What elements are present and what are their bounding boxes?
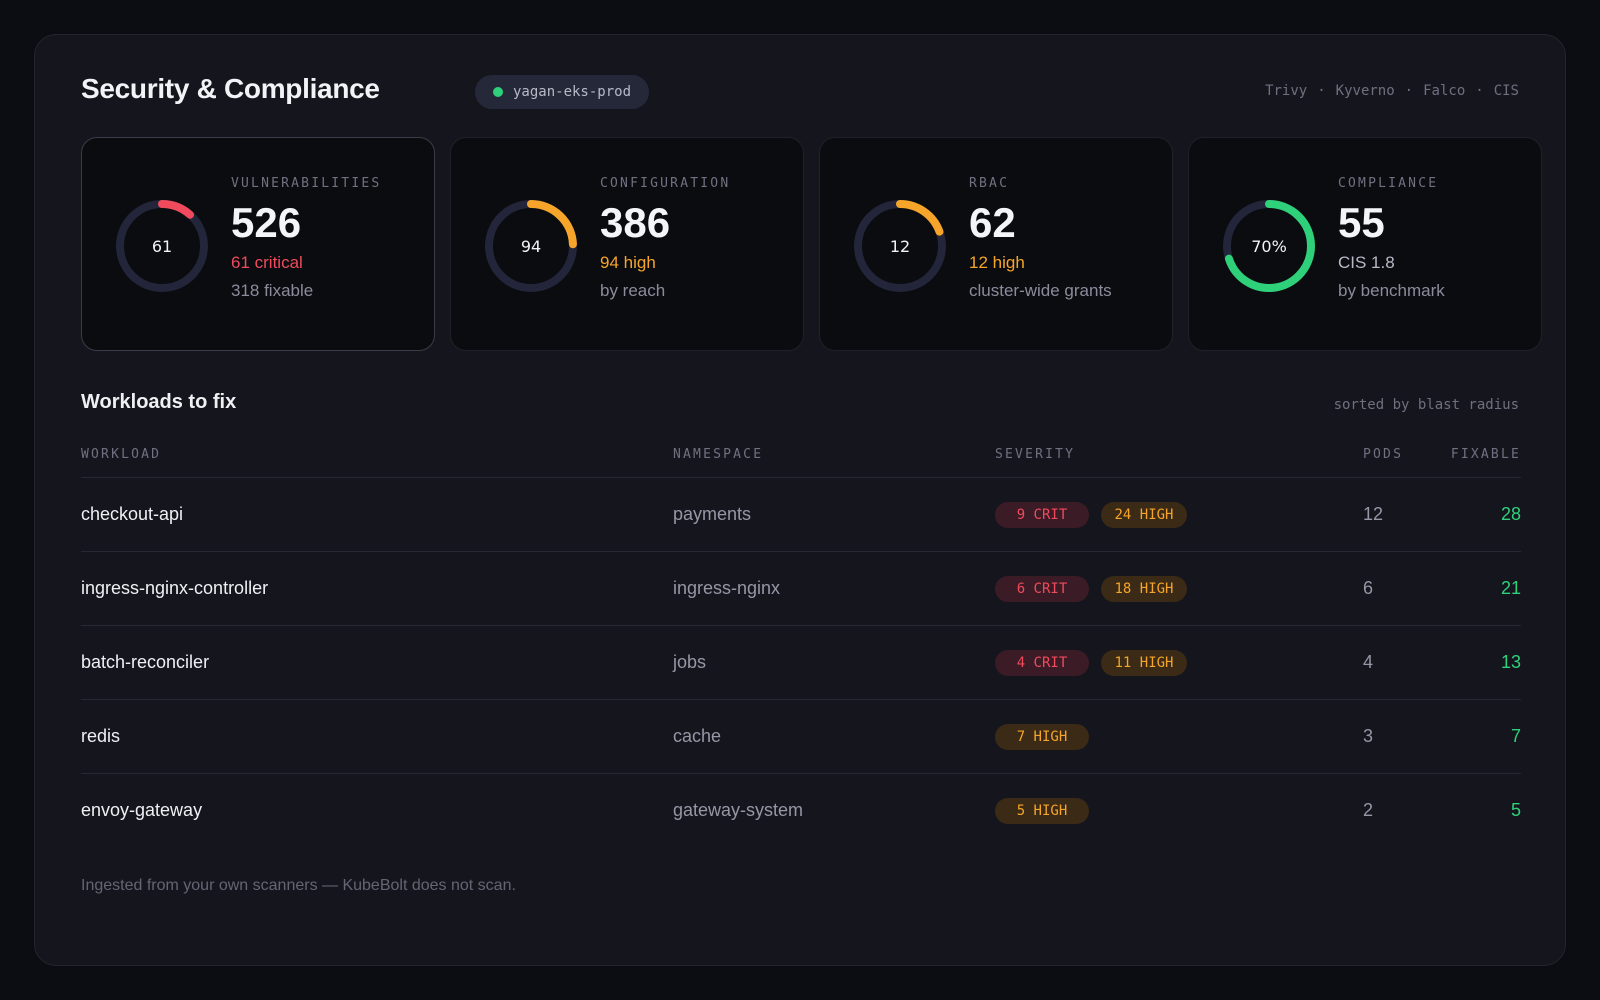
card-secondary-stat: 318 fixable	[231, 281, 314, 300]
workload-name: ingress-nginx-controller	[81, 578, 269, 598]
table-row[interactable]: batch-reconciler jobs 4 CRIT 11 HIGH 4 1…	[81, 626, 1521, 700]
high-badge: 24 HIGH	[1101, 501, 1187, 528]
scanner-falco: Falco	[1423, 83, 1466, 99]
table-row[interactable]: envoy-gateway gateway-system 5 HIGH 2 5	[81, 774, 1521, 847]
card-primary-stat: 12 high	[969, 253, 1025, 272]
fixable-count: 28	[1500, 504, 1521, 524]
namespace: gateway-system	[673, 800, 804, 820]
header: Security & Compliance yagan-eks-prod Tri…	[81, 73, 1519, 113]
pod-count: 2	[1363, 800, 1374, 820]
workload-name: envoy-gateway	[81, 800, 203, 820]
column-header-fixable[interactable]: FIXABLE	[1450, 447, 1521, 462]
fixable-count: 7	[1510, 726, 1521, 746]
card-value: 55	[1338, 199, 1385, 246]
column-header-pods[interactable]: PODS	[1363, 447, 1404, 462]
namespace: payments	[673, 504, 752, 524]
donut-chart: 61	[112, 196, 212, 296]
card-secondary-stat: by benchmark	[1338, 281, 1445, 300]
table-header: WORKLOAD NAMESPACE SEVERITY PODS FIXABLE	[81, 437, 1521, 478]
fixable-count: 13	[1500, 652, 1521, 672]
donut-chart: 12	[850, 196, 950, 296]
separator-dot: ·	[1475, 83, 1484, 99]
card-value: 62	[969, 199, 1016, 246]
card-label: CONFIGURATION	[600, 176, 731, 191]
sort-note[interactable]: sorted by blast radius	[1333, 397, 1519, 413]
table-row[interactable]: ingress-nginx-controller ingress-nginx 6…	[81, 552, 1521, 626]
card-primary-stat: CIS 1.8	[1338, 253, 1395, 272]
status-dot-icon	[493, 87, 503, 97]
namespace: jobs	[673, 652, 707, 672]
column-header-severity[interactable]: SEVERITY	[995, 447, 1076, 462]
summary-cards: 61 VULNERABILITIES 526 61 critical 318 f…	[81, 137, 1565, 351]
donut-center-value: 70%	[1251, 236, 1287, 256]
card-primary-stat: 61 critical	[231, 253, 303, 272]
scanner-kyverno: Kyverno	[1335, 83, 1395, 99]
workload-name: redis	[81, 726, 121, 746]
critical-badge: 4 CRIT	[995, 649, 1089, 676]
column-header-namespace[interactable]: NAMESPACE	[673, 447, 764, 462]
card-secondary-stat: by reach	[600, 281, 666, 300]
card-secondary-stat: cluster-wide grants	[969, 281, 1112, 300]
fixable-count: 5	[1510, 800, 1521, 820]
separator-dot: ·	[1317, 83, 1326, 99]
footer-note: Ingested from your own scanners — KubeBo…	[81, 877, 516, 894]
card-label: VULNERABILITIES	[231, 176, 382, 191]
high-badge: 5 HIGH	[995, 797, 1089, 824]
card-rbac[interactable]: 12 RBAC 62 12 high cluster-wide grants	[819, 137, 1173, 351]
column-header-workload[interactable]: WORKLOAD	[81, 447, 162, 462]
cluster-name: yagan-eks-prod	[513, 84, 632, 100]
page-title: Security & Compliance	[81, 73, 380, 104]
pod-count: 6	[1363, 578, 1374, 598]
card-vulnerabilities[interactable]: 61 VULNERABILITIES 526 61 critical 318 f…	[81, 137, 435, 351]
severity-badges: 9 CRIT 24 HIGH	[995, 478, 1187, 551]
security-panel: Security & Compliance yagan-eks-prod Tri…	[34, 34, 1566, 966]
donut-center-value: 94	[520, 236, 542, 256]
scanner-trivy: Trivy	[1265, 83, 1308, 99]
critical-badge: 9 CRIT	[995, 501, 1089, 528]
high-badge: 18 HIGH	[1101, 575, 1187, 602]
table-row[interactable]: redis cache 7 HIGH 3 7	[81, 700, 1521, 774]
card-primary-stat: 94 high	[600, 253, 656, 272]
donut-center-value: 61	[151, 236, 173, 256]
fixable-count: 21	[1500, 578, 1521, 598]
card-value: 386	[600, 199, 671, 246]
cluster-badge[interactable]: yagan-eks-prod	[475, 75, 650, 109]
severity-badges: 4 CRIT 11 HIGH	[995, 626, 1187, 699]
high-badge: 7 HIGH	[995, 723, 1089, 750]
section-title: Workloads to fix	[81, 391, 237, 413]
severity-badges: 5 HIGH	[995, 774, 1089, 847]
severity-badges: 7 HIGH	[995, 700, 1089, 773]
scanner-list: Trivy · Kyverno · Falco · CIS	[1265, 83, 1519, 99]
card-configuration[interactable]: 94 CONFIGURATION 386 94 high by reach	[450, 137, 804, 351]
separator-dot: ·	[1404, 83, 1414, 99]
high-badge: 11 HIGH	[1101, 649, 1187, 676]
namespace: ingress-nginx	[673, 578, 781, 598]
critical-badge: 6 CRIT	[995, 575, 1089, 602]
donut-chart: 94	[481, 196, 581, 296]
card-compliance[interactable]: 70% COMPLIANCE 55 CIS 1.8 by benchmark	[1188, 137, 1542, 351]
scanner-cis: CIS	[1493, 83, 1519, 99]
table-row[interactable]: checkout-api payments 9 CRIT 24 HIGH 12 …	[81, 478, 1521, 552]
workload-name: batch-reconciler	[81, 652, 210, 672]
pod-count: 3	[1363, 726, 1374, 746]
pod-count: 12	[1363, 504, 1384, 524]
card-value: 526	[231, 199, 302, 246]
card-label: RBAC	[969, 176, 1010, 191]
severity-badges: 6 CRIT 18 HIGH	[995, 552, 1187, 625]
card-label: COMPLIANCE	[1338, 176, 1439, 191]
namespace: cache	[673, 726, 722, 746]
donut-chart: 70%	[1219, 196, 1319, 296]
donut-center-value: 12	[889, 236, 911, 256]
workload-name: checkout-api	[81, 504, 184, 524]
workloads-table: WORKLOAD NAMESPACE SEVERITY PODS FIXABLE…	[81, 437, 1521, 847]
pod-count: 4	[1363, 652, 1374, 672]
